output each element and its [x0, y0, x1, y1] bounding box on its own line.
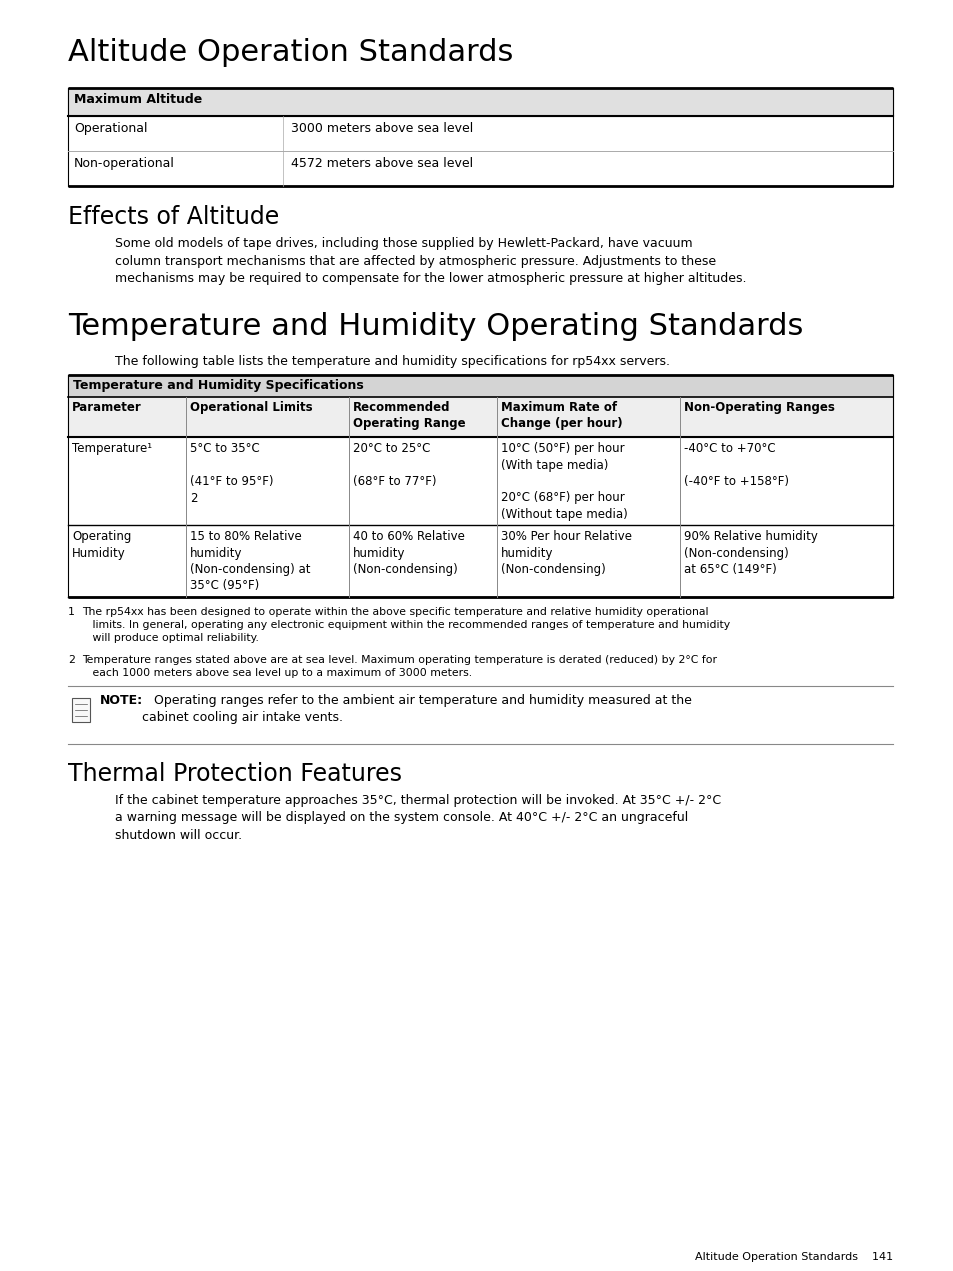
- Text: Operating ranges refer to the ambient air temperature and humidity measured at t: Operating ranges refer to the ambient ai…: [142, 694, 691, 724]
- Text: 40 to 60% Relative
humidity
(Non-condensing): 40 to 60% Relative humidity (Non-condens…: [353, 530, 464, 576]
- Text: 90% Relative humidity
(Non-condensing)
at 65°C (149°F): 90% Relative humidity (Non-condensing) a…: [683, 530, 817, 576]
- Text: Non-Operating Ranges: Non-Operating Ranges: [683, 400, 834, 414]
- Text: Thermal Protection Features: Thermal Protection Features: [68, 763, 401, 785]
- Text: Temperature and Humidity Specifications: Temperature and Humidity Specifications: [73, 379, 363, 391]
- Bar: [68, 88, 892, 116]
- Text: Non-operational: Non-operational: [74, 158, 174, 170]
- Text: 4572 meters above sea level: 4572 meters above sea level: [291, 158, 473, 170]
- Text: Operational: Operational: [74, 122, 148, 135]
- Bar: [68, 397, 892, 437]
- Text: Temperature and Humidity Operating Standards: Temperature and Humidity Operating Stand…: [68, 311, 802, 341]
- Text: 10°C (50°F) per hour
(With tape media)

20°C (68°F) per hour
(Without tape media: 10°C (50°F) per hour (With tape media) 2…: [500, 442, 627, 521]
- Text: The rp54xx has been designed to operate within the above specific temperature an: The rp54xx has been designed to operate …: [82, 608, 729, 643]
- Text: Altitude Operation Standards    141: Altitude Operation Standards 141: [694, 1252, 892, 1262]
- Text: Some old models of tape drives, including those supplied by Hewlett-Packard, hav: Some old models of tape drives, includin…: [115, 236, 745, 285]
- FancyBboxPatch shape: [71, 698, 90, 722]
- Text: Temperature¹: Temperature¹: [71, 442, 152, 455]
- Text: Altitude Operation Standards: Altitude Operation Standards: [68, 38, 513, 67]
- Text: Parameter: Parameter: [71, 400, 142, 414]
- Text: If the cabinet temperature approaches 35°C, thermal protection will be invoked. : If the cabinet temperature approaches 35…: [115, 794, 720, 841]
- Text: 20°C to 25°C

(68°F to 77°F): 20°C to 25°C (68°F to 77°F): [353, 442, 436, 488]
- Text: The following table lists the temperature and humidity specifications for rp54xx: The following table lists the temperatur…: [115, 355, 669, 369]
- Bar: [68, 375, 892, 397]
- Text: Operating
Humidity: Operating Humidity: [71, 530, 132, 559]
- Text: Recommended
Operating Range: Recommended Operating Range: [353, 400, 465, 430]
- Text: 3000 meters above sea level: 3000 meters above sea level: [291, 122, 473, 135]
- Text: 5°C to 35°C

(41°F to 95°F)
2: 5°C to 35°C (41°F to 95°F) 2: [190, 442, 274, 505]
- Text: 15 to 80% Relative
humidity
(Non-condensing) at
35°C (95°F): 15 to 80% Relative humidity (Non-condens…: [190, 530, 310, 592]
- Text: 2: 2: [68, 655, 74, 665]
- Text: Maximum Altitude: Maximum Altitude: [74, 93, 202, 105]
- Text: NOTE:: NOTE:: [100, 694, 143, 707]
- Text: Effects of Altitude: Effects of Altitude: [68, 205, 279, 229]
- Text: 30% Per hour Relative
humidity
(Non-condensing): 30% Per hour Relative humidity (Non-cond…: [500, 530, 631, 576]
- Text: Maximum Rate of
Change (per hour): Maximum Rate of Change (per hour): [500, 400, 622, 430]
- Text: Temperature ranges stated above are at sea level. Maximum operating temperature : Temperature ranges stated above are at s…: [82, 655, 717, 679]
- Text: 1: 1: [68, 608, 74, 616]
- Text: Operational Limits: Operational Limits: [190, 400, 313, 414]
- Text: -40°C to +70°C

(-40°F to +158°F): -40°C to +70°C (-40°F to +158°F): [683, 442, 788, 488]
